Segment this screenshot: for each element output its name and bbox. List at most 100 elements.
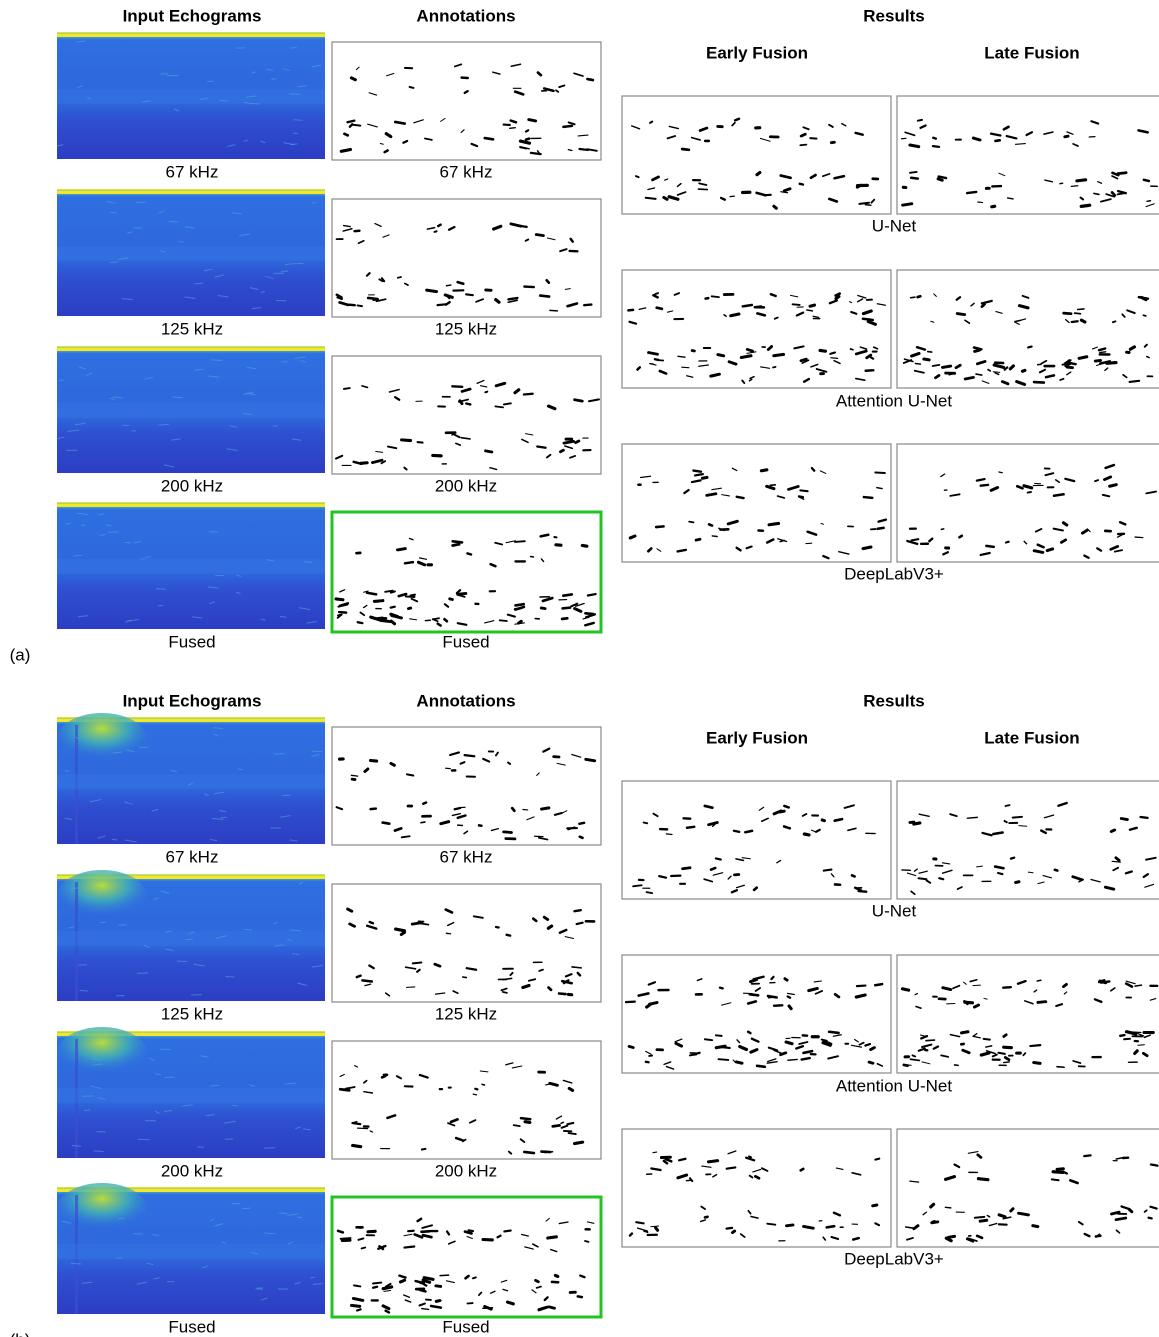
- fish-blob: [353, 1145, 361, 1146]
- echo-trace: [156, 589, 166, 590]
- fish-blob: [351, 1305, 359, 1306]
- fish-blob: [500, 620, 507, 621]
- fish-blob: [877, 488, 882, 489]
- fish-blob: [347, 121, 354, 123]
- fish-blob: [784, 806, 788, 808]
- fish-blob: [339, 612, 346, 613]
- fish-blob: [910, 172, 917, 173]
- model-caption: Attention U-Net: [836, 1076, 952, 1095]
- fish-blob: [974, 1005, 978, 1007]
- fish-blob: [533, 919, 536, 921]
- echogram: [57, 346, 325, 473]
- fish-blob: [1038, 1002, 1046, 1003]
- fish-blob: [1010, 366, 1013, 369]
- fish-blob: [774, 354, 784, 355]
- fish-blob: [737, 497, 744, 498]
- fish-blob: [1008, 198, 1014, 199]
- fish-blob: [859, 203, 869, 204]
- mask-image: [332, 884, 601, 1002]
- fish-blob: [436, 1301, 440, 1302]
- fish-blob: [630, 536, 635, 538]
- fish-blob: [708, 1161, 717, 1162]
- fish-blob: [463, 977, 467, 978]
- fish-blob: [769, 523, 778, 524]
- fish-blob: [402, 440, 411, 441]
- fish-blob: [397, 548, 405, 549]
- fish-blob: [498, 1236, 501, 1238]
- segmentation-mask: [332, 356, 601, 474]
- fish-blob: [1063, 1172, 1067, 1174]
- fish-blob: [771, 294, 776, 296]
- fish-blob: [373, 1283, 381, 1284]
- fish-blob: [587, 79, 592, 80]
- echo-trace: [195, 283, 203, 284]
- mask-image: [897, 96, 1159, 214]
- fish-blob: [659, 876, 666, 878]
- fish-blob: [651, 1168, 660, 1170]
- fish-blob: [514, 1125, 520, 1126]
- fish-blob: [943, 988, 951, 990]
- fish-blob: [928, 352, 932, 353]
- fish-blob: [822, 820, 824, 821]
- mask-image: [622, 1129, 891, 1247]
- echo-trace: [221, 817, 227, 818]
- fish-blob: [524, 394, 533, 395]
- fish-blob: [1135, 537, 1143, 538]
- fish-blob: [520, 147, 526, 148]
- panel-label: (a): [10, 645, 31, 664]
- fish-blob: [788, 1059, 797, 1060]
- fish-blob: [466, 404, 470, 405]
- fish-blob: [358, 1128, 368, 1129]
- input-caption: 67 kHz: [166, 847, 219, 866]
- fish-blob: [579, 149, 587, 150]
- annotation-caption: 67 kHz: [440, 162, 493, 181]
- fish-blob: [1111, 830, 1114, 832]
- fish-blob: [984, 998, 987, 999]
- echo-trace: [137, 973, 148, 974]
- fish-blob: [1135, 985, 1141, 986]
- fish-blob: [504, 1231, 510, 1232]
- fish-blob: [1011, 858, 1014, 859]
- fish-blob: [338, 1231, 343, 1233]
- fish-blob: [525, 1122, 530, 1123]
- mask-image: [332, 1197, 601, 1317]
- fish-blob: [475, 1089, 477, 1090]
- fish-blob: [562, 618, 567, 619]
- fish-blob: [1147, 201, 1150, 202]
- fish-blob: [579, 823, 584, 824]
- fish-blob: [655, 293, 658, 294]
- fish-blob: [678, 550, 686, 552]
- fish-blob: [421, 923, 429, 924]
- fish-blob: [712, 296, 719, 297]
- fish-blob: [536, 235, 543, 236]
- fish-blob: [1121, 818, 1127, 819]
- fish-blob: [748, 1032, 750, 1033]
- fish-blob: [434, 231, 436, 232]
- fish-blob: [931, 1204, 934, 1207]
- fish-blob: [391, 614, 398, 616]
- fish-blob: [338, 615, 341, 616]
- fish-blob: [548, 926, 551, 928]
- fish-blob: [804, 1226, 814, 1228]
- fish-blob: [1071, 186, 1078, 187]
- fish-blob: [341, 1238, 351, 1239]
- fish-blob: [716, 1035, 722, 1036]
- fish-blob: [422, 1149, 426, 1150]
- fish-blob: [924, 359, 929, 360]
- fish-blob: [1099, 348, 1105, 350]
- fish-blob: [973, 138, 980, 140]
- fish-blob: [702, 477, 707, 478]
- fish-blob: [986, 546, 993, 547]
- fish-blob: [784, 189, 790, 191]
- model-caption: Attention U-Net: [836, 391, 952, 410]
- fish-blob: [560, 450, 563, 452]
- fish-blob: [747, 349, 752, 351]
- surface-band: [57, 34, 325, 37]
- fish-blob: [809, 988, 818, 990]
- fish-blob: [656, 526, 663, 527]
- fish-blob: [712, 536, 717, 537]
- annotation-caption: 200 kHz: [435, 476, 497, 495]
- fish-blob: [455, 808, 461, 809]
- fish-blob: [510, 128, 515, 129]
- segmentation-mask: [897, 270, 1159, 388]
